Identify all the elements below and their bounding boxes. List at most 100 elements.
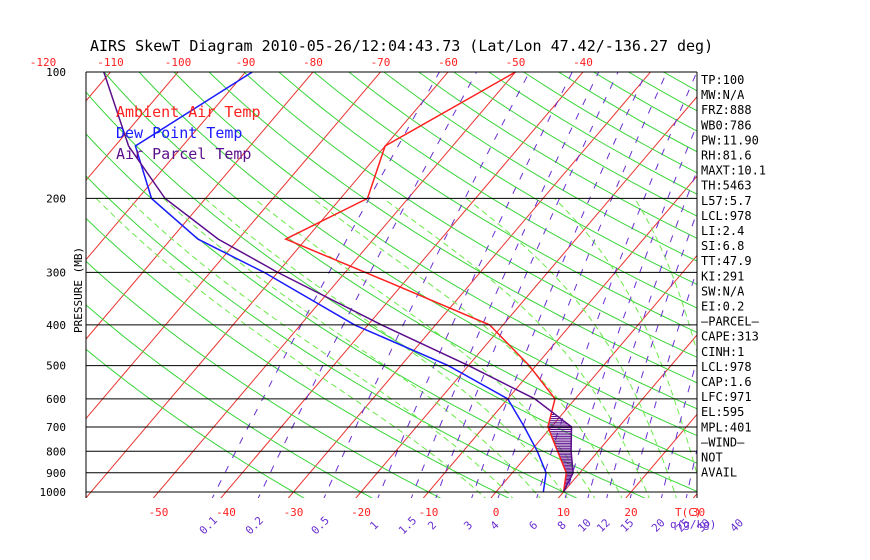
moist-adiabat (312, 198, 623, 498)
dry-adiabat (86, 175, 578, 498)
pressure-tick-label: 900 (46, 467, 66, 480)
mixing-ratio-tick-label: 1 (367, 519, 381, 533)
isotherm (557, 334, 697, 498)
mixing-ratio-line (497, 72, 668, 498)
mixing-ratio-line (629, 268, 697, 498)
mixing-ratio-line (536, 72, 697, 498)
chart-title: AIRS SkewT Diagram 2010-05-26/12:04:43.7… (90, 37, 713, 55)
mixing-ratio-tick-label: 8 (555, 519, 569, 533)
mixing-ratio-tick-label: 6 (526, 519, 540, 533)
series-line (283, 72, 568, 493)
y-axis-label: PRESSURE (MB) (72, 247, 85, 333)
mixing-ratio-line (211, 72, 440, 498)
pressure-tick-label: 600 (46, 393, 66, 406)
bottom-temp-tick-label: 10 (557, 506, 570, 519)
mixing-ratio-tick-label: 40 (728, 516, 747, 535)
pressure-tick-label: 1000 (40, 486, 67, 499)
pressure-ticks: 100 200 300 400 500 600 700 800 900 1000 (40, 66, 67, 499)
series-line (134, 72, 547, 493)
moist-adiabat (162, 198, 541, 498)
stability-index: MW:N/A (701, 88, 745, 102)
stability-index: CAP:1.6 (701, 375, 752, 389)
stability-index: KI:291 (701, 269, 744, 283)
isotherm (422, 175, 697, 498)
top-temp-tick-label: -120 (30, 56, 57, 69)
mixing-ratio-line (471, 72, 647, 498)
stability-index: TP:100 (701, 73, 744, 87)
profile-lines (103, 72, 574, 493)
bottom-temp-tick-label: -30 (284, 506, 304, 519)
stability-index: —WIND— (701, 435, 745, 449)
mixing-ratio-tick-label: 20 (649, 516, 668, 535)
moist-adiabat (634, 198, 697, 354)
pressure-tick-label: 400 (46, 319, 66, 332)
stability-index: WB0:786 (701, 118, 752, 132)
pressure-tick-label: 700 (46, 421, 66, 434)
stability-index: AVAIL (701, 466, 737, 480)
dry-adiabat (382, 72, 697, 262)
dry-adiabat (348, 72, 697, 285)
stability-index: EL:595 (701, 405, 744, 419)
bottom-temp-tick-label: -50 (149, 506, 169, 519)
isotherm (0, 31, 10, 501)
series-line (103, 72, 574, 493)
mixing-ratio-line (257, 72, 478, 498)
stability-index: LI:2.4 (701, 224, 744, 238)
dry-adiabat (208, 72, 697, 384)
top-temperature-ticks: -120 -110 -100 -90 -80 -70 -60 -50 -40 (30, 56, 593, 69)
isotherm (220, 72, 584, 498)
bottom-temperature-ticks: -50 -40 -30 -20 -10 0 10 20 30 (149, 506, 706, 519)
mixing-ratio-line (410, 72, 600, 498)
moist-adiabat (127, 198, 514, 498)
legend: Ambient Air Temp Dew Point Temp Air Parcel… (116, 103, 261, 163)
mixing-ratio-tick-label: 12 (594, 516, 613, 535)
dry-adiabats (86, 72, 697, 498)
bottom-temp-tick-label: 20 (624, 506, 637, 519)
mixing-ratio-tick-label: 1.5 (396, 514, 419, 537)
mixing-ratio-tick-label: 10 (575, 516, 594, 535)
mixing-ratio-line (377, 72, 573, 498)
stability-index: MPL:401 (701, 420, 752, 434)
stability-index: RH:81.6 (701, 149, 752, 163)
isotherm (86, 72, 314, 340)
bottom-temp-unit: T(C) (675, 506, 702, 519)
mixing-ratio-line (435, 72, 619, 498)
dry-adiabat (417, 72, 697, 239)
top-temp-tick-label: -90 (236, 56, 256, 69)
top-temp-tick-label: -100 (165, 56, 192, 69)
stability-index: TH:5463 (701, 179, 752, 193)
stability-index: EI:0.2 (701, 300, 744, 314)
moist-adiabats (95, 197, 697, 498)
mixing-ratio-line (564, 123, 697, 498)
isotherm (625, 413, 697, 498)
mixing-ratio-lines (211, 72, 697, 498)
stability-index: TT:47.9 (701, 254, 752, 268)
top-temp-tick-label: -50 (506, 56, 526, 69)
bottom-temp-tick-label: 30 (692, 506, 705, 519)
isotherm (86, 72, 247, 261)
moist-adiabat (95, 198, 486, 498)
moist-adiabat (253, 198, 596, 498)
top-temp-tick-label: -80 (303, 56, 323, 69)
isotherm (758, 31, 870, 501)
isotherm (86, 72, 179, 182)
top-temp-tick-label: -40 (573, 56, 593, 69)
dry-adiabat (173, 72, 697, 410)
stability-index: —PARCEL— (701, 315, 760, 329)
pressure-tick-label: 500 (46, 360, 66, 373)
top-temp-tick-label: -70 (371, 56, 391, 69)
stability-index: SW:N/A (701, 284, 745, 298)
mixing-ratio-line (606, 210, 697, 498)
dry-adiabat (138, 72, 697, 437)
bottom-temp-tick-label: -10 (419, 506, 439, 519)
legend-entry: Dew Point Temp (116, 124, 242, 142)
mixing-ratio-line (660, 357, 697, 498)
stability-index: CINH:1 (701, 345, 744, 359)
pressure-tick-label: 800 (46, 445, 66, 458)
pressure-tick-label: 300 (46, 266, 66, 279)
moist-adiabat (383, 197, 650, 498)
mixing-ratio-tick-label: 2 (425, 519, 439, 533)
isotherm (826, 31, 870, 501)
